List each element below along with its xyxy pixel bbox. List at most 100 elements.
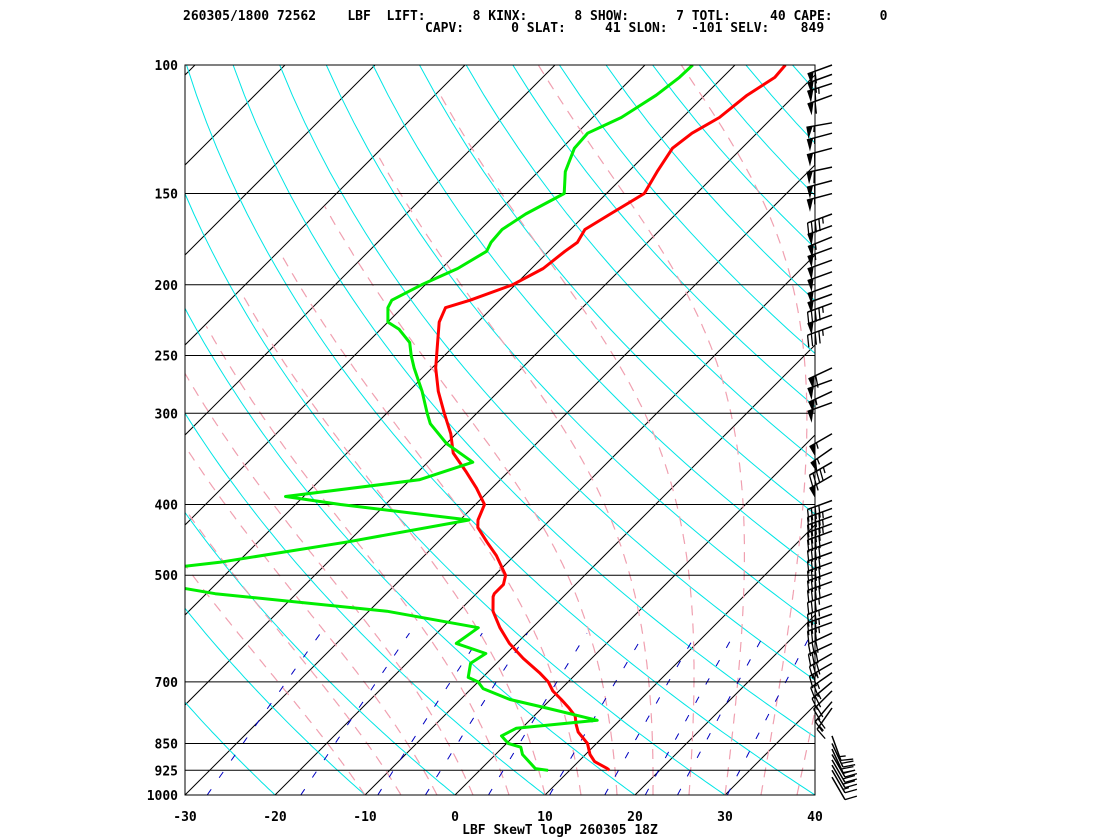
wind-barb — [806, 179, 833, 199]
dry-adiabat-line — [839, 65, 1120, 795]
dry-adiabat-line — [185, 412, 546, 795]
wind-barb — [807, 271, 833, 292]
wind-barb — [808, 461, 833, 488]
temperature-label-20: 20 — [627, 810, 643, 825]
dewpoint-profile-line — [185, 65, 694, 772]
dry-adiabat-line — [558, 65, 815, 355]
wind-barb — [807, 224, 833, 246]
moist-adiabat-line — [185, 372, 474, 795]
wind-barb — [831, 776, 858, 801]
isotherm-line — [544, 524, 815, 795]
header-line-1: 260305/1800 72562 LBF LIFT: 8 KINX: 8 SH… — [183, 9, 888, 24]
pressure-label-200: 200 — [155, 279, 179, 294]
isotherm-line — [185, 65, 646, 526]
wind-barb — [806, 523, 833, 545]
pressure-label-500: 500 — [155, 569, 179, 584]
moist-adiabat-line — [378, 157, 654, 795]
dry-adiabat-line — [652, 65, 815, 249]
pressure-label-1000: 1000 — [147, 789, 178, 804]
temperature-label--20: -20 — [263, 810, 287, 825]
isotherm-line — [185, 65, 736, 616]
isotherm-line — [185, 65, 466, 346]
mixing-ratio-line — [300, 632, 410, 795]
isotherm-line — [185, 164, 815, 795]
isotherm-line — [274, 254, 815, 795]
isotherm-line — [185, 65, 376, 256]
wind-barb — [831, 754, 858, 778]
wind-barb — [806, 166, 833, 185]
mixing-ratio-line — [377, 632, 483, 795]
wind-barb — [807, 314, 833, 336]
dry-adiabat-line — [325, 65, 815, 625]
dry-adiabat-line — [372, 65, 815, 570]
dry-adiabat-line — [932, 65, 1120, 795]
wind-barb — [807, 401, 833, 423]
isotherm-line — [634, 614, 815, 795]
chart-title: LBF SkewT logP 260305 18Z — [462, 823, 658, 838]
wind-barb — [806, 571, 833, 594]
wind-barb — [806, 122, 833, 140]
wind-barb — [806, 192, 833, 212]
profile-lines — [185, 65, 787, 772]
mixing-ratio-line — [206, 632, 322, 795]
dry-adiabat-line — [419, 65, 815, 515]
plot-frame — [184, 64, 816, 796]
dry-adiabat-line — [886, 65, 1120, 795]
isotherm-line — [364, 344, 815, 795]
moist-adiabat-line — [439, 94, 695, 795]
wind-barb — [807, 247, 833, 268]
wind-barb — [806, 499, 833, 522]
isotherm-line — [185, 74, 815, 706]
wind-barb — [806, 561, 833, 584]
temperature-axis: -30 -20 -10 0 10 20 30 40 — [173, 810, 823, 825]
pressure-label-100: 100 — [155, 59, 179, 74]
dry-adiabat-line — [185, 607, 366, 795]
dry-adiabat-line — [1026, 65, 1120, 795]
moist-adiabat-line — [323, 205, 618, 795]
wind-barb — [807, 379, 833, 401]
wind-barb — [806, 604, 833, 627]
wind-barb — [806, 507, 833, 530]
dry-adiabat-line — [185, 192, 726, 795]
moist-adiabat-line — [239, 290, 546, 795]
wind-barb — [806, 325, 833, 348]
dry-adiabat-line — [792, 65, 815, 92]
isotherm-line — [185, 65, 556, 436]
wind-barb — [809, 474, 833, 499]
mixing-ratio-line — [726, 632, 813, 795]
dry-adiabat-line — [186, 65, 815, 795]
pressure-label-250: 250 — [155, 349, 179, 364]
wind-barbs — [806, 64, 858, 801]
wind-barb — [807, 259, 833, 281]
wind-barb — [807, 94, 833, 116]
temperature-label--30: -30 — [173, 810, 197, 825]
dry-adiabat-line — [279, 65, 815, 681]
mixing-ratio-line — [488, 632, 588, 795]
isotherm-line — [185, 65, 286, 166]
dry-adiabat-line — [979, 65, 1120, 795]
wind-barb — [806, 580, 833, 603]
sounding-header: 260305/1800 72562 LBF LIFT: 8 KINX: 8 SH… — [0, 0, 1120, 40]
wind-barb — [806, 213, 833, 236]
dry-adiabat-line — [185, 701, 276, 795]
pressure-label-700: 700 — [155, 676, 179, 691]
wind-barb — [806, 147, 833, 167]
mixing-ratio-line — [604, 632, 698, 795]
isotherm-line — [814, 794, 815, 795]
mixing-ratio-line — [549, 632, 646, 795]
wind-barb — [831, 759, 858, 783]
wind-barb — [806, 593, 833, 615]
wind-barb — [806, 621, 833, 644]
wind-barb — [831, 743, 856, 768]
pressure-label-925: 925 — [155, 764, 178, 779]
pressure-axis: 100 150 200 250 300 400 500 700 850 925 1000 — [147, 59, 178, 804]
temperature-label-40: 40 — [807, 810, 823, 825]
temperature-label--10: -10 — [353, 810, 377, 825]
pressure-label-850: 850 — [155, 737, 179, 752]
pressure-label-400: 400 — [155, 499, 179, 514]
wind-barb — [831, 735, 854, 762]
wind-barb — [806, 132, 833, 152]
wind-barb — [806, 515, 833, 538]
dry-adiabat-line — [745, 65, 815, 144]
